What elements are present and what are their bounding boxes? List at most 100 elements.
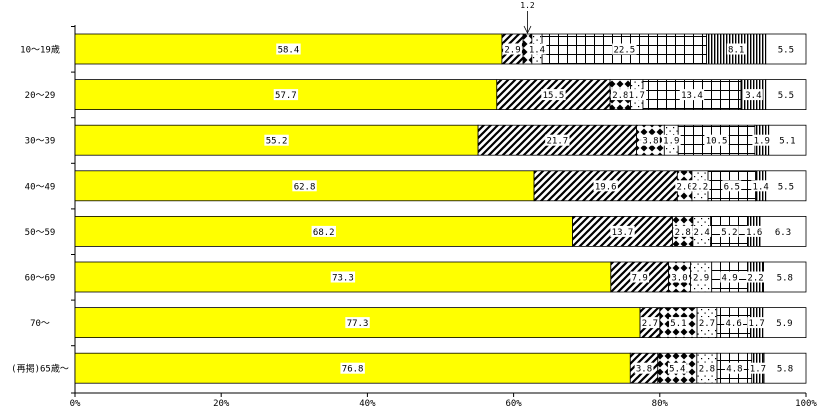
data-label: 5.8 xyxy=(777,274,793,284)
data-label: 3.4 xyxy=(745,91,761,101)
data-label-background xyxy=(641,134,660,146)
category-label: 60～69 xyxy=(25,274,56,284)
data-label-background xyxy=(775,271,795,283)
data-label: 1.4 xyxy=(753,182,769,192)
data-label-background xyxy=(340,362,365,374)
data-label: 1.9 xyxy=(663,137,679,147)
data-label: 5.9 xyxy=(776,319,792,329)
callout-arrow-head xyxy=(523,25,532,34)
data-label-background xyxy=(746,271,765,283)
data-label-background xyxy=(527,43,547,55)
data-label: 2.8 xyxy=(699,365,715,375)
data-label: 4.6 xyxy=(725,319,741,329)
data-label-background xyxy=(776,89,796,101)
data-label-background xyxy=(345,317,370,329)
data-label-background xyxy=(726,43,746,55)
x-tick-label: 40% xyxy=(359,399,376,408)
x-ticks: 0% 20% 40% 60% 80% 100% xyxy=(70,393,817,408)
data-label: 2.7 xyxy=(642,319,658,329)
data-label-background xyxy=(777,134,797,146)
data-label: 2.8 xyxy=(675,228,691,238)
data-label-background xyxy=(330,271,356,283)
bar-segment xyxy=(610,261,669,293)
data-label-background xyxy=(610,225,635,237)
data-label-background xyxy=(722,180,742,192)
data-label: 1.7 xyxy=(750,365,766,375)
data-label-background xyxy=(545,134,570,146)
data-label: 3.8 xyxy=(642,137,658,147)
x-tick-label: 20% xyxy=(213,399,230,408)
data-label: 73.3 xyxy=(332,274,354,284)
category-label: 30～39 xyxy=(25,137,56,147)
bar-segment xyxy=(477,124,637,156)
callout-label: 1.2 xyxy=(520,1,535,10)
data-label-background xyxy=(747,317,767,329)
data-label: 1.7 xyxy=(749,319,765,329)
data-label-background xyxy=(776,43,796,55)
data-label: 10.5 xyxy=(706,137,728,147)
data-label-background xyxy=(640,317,660,329)
bar-segment xyxy=(533,170,678,202)
data-label-background xyxy=(720,271,740,283)
data-label: 4.8 xyxy=(726,365,742,375)
data-label-background xyxy=(667,362,687,374)
category-label: 10～19歳 xyxy=(20,44,60,56)
data-label: 2.2 xyxy=(747,274,763,284)
data-label-background xyxy=(503,43,522,55)
data-label-background xyxy=(748,362,768,374)
data-label-background xyxy=(776,180,796,192)
data-label: 2.0 xyxy=(677,182,693,192)
data-label: 5.1 xyxy=(670,319,686,329)
data-label-background xyxy=(634,362,654,374)
data-label-background xyxy=(264,134,289,146)
data-label-background xyxy=(610,89,630,101)
data-label-background xyxy=(627,89,647,101)
data-label-background xyxy=(679,89,705,101)
category-label: (再掲)65歳～ xyxy=(11,363,69,375)
data-label: 58.4 xyxy=(278,46,300,56)
data-label: 2.9 xyxy=(504,46,520,56)
data-label: 13.4 xyxy=(681,91,703,101)
data-label: 77.3 xyxy=(347,319,369,329)
data-label: 2.8 xyxy=(612,91,628,101)
data-label: 5.1 xyxy=(779,137,795,147)
x-tick-label: 100% xyxy=(795,399,817,408)
data-label-background xyxy=(775,317,794,329)
data-label-background xyxy=(669,317,688,329)
bars xyxy=(74,33,807,384)
data-label: 22.5 xyxy=(614,46,636,56)
category-labels: 10～19歳 20～29 30～39 40～49 50～59 60～69 70～ (再掲)65… xyxy=(11,26,75,394)
data-label: 68.2 xyxy=(313,228,335,238)
data-label-background xyxy=(675,180,695,192)
data-label-background xyxy=(691,271,711,283)
data-label-background xyxy=(697,362,717,374)
x-tick-label: 60% xyxy=(505,399,522,408)
data-label: 55.2 xyxy=(266,137,288,147)
data-label-background xyxy=(744,225,764,237)
data-label-background xyxy=(743,89,763,101)
data-label: 4.9 xyxy=(721,274,737,284)
data-label-background xyxy=(670,271,689,283)
data-label-background xyxy=(773,225,793,237)
data-label: 2.4 xyxy=(694,228,710,238)
data-label: 7.9 xyxy=(632,274,648,284)
data-label-background xyxy=(292,180,317,192)
data-label-background xyxy=(593,180,618,192)
category-label: 40～49 xyxy=(25,182,56,192)
data-label: 13.7 xyxy=(612,228,634,238)
data-label-background xyxy=(273,89,299,101)
data-label-background xyxy=(719,225,739,237)
data-label-background xyxy=(751,180,771,192)
data-label: 5.8 xyxy=(777,365,793,375)
data-label-background xyxy=(661,134,681,146)
data-label-background xyxy=(704,134,729,146)
data-label: 1.9 xyxy=(754,137,770,147)
data-label-background xyxy=(697,317,717,329)
data-label: 5.5 xyxy=(778,182,794,192)
data-label-background xyxy=(775,362,795,374)
callout: 1.2 xyxy=(520,1,535,34)
data-label: 5.5 xyxy=(778,46,794,56)
data-label: 76.8 xyxy=(342,365,364,375)
data-label: 5.2 xyxy=(721,228,737,238)
